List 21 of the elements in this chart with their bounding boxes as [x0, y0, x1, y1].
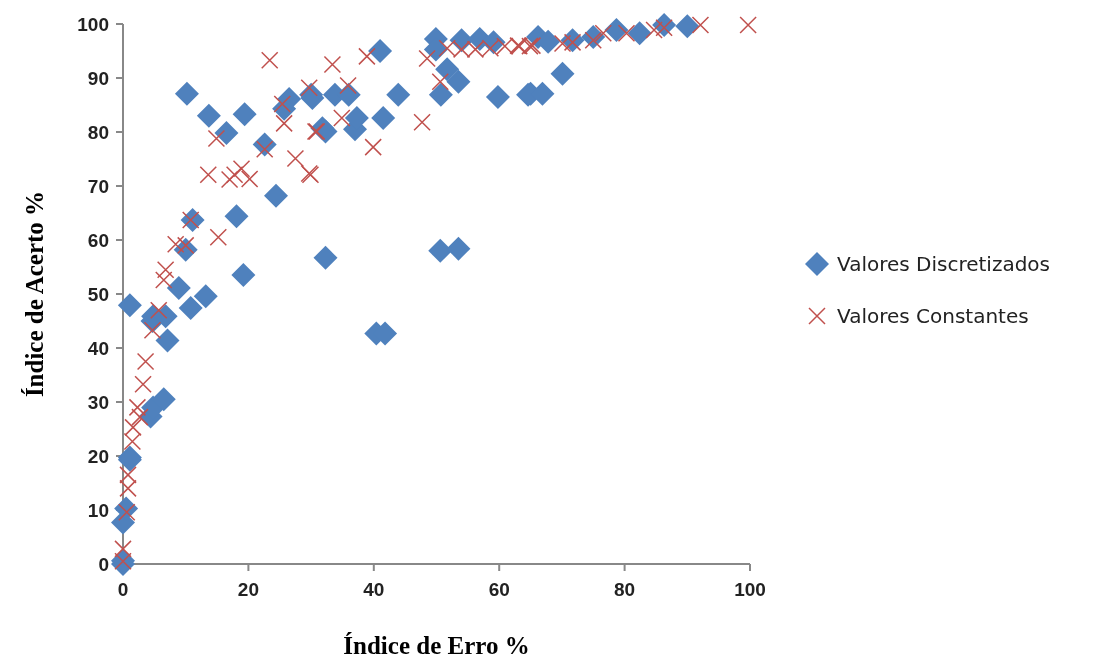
y-tick-label: 80	[87, 121, 109, 143]
x-tick-label: 60	[488, 579, 510, 600]
y-tick-label: 40	[87, 337, 109, 359]
y-tick-label: 60	[87, 229, 109, 251]
legend-label: Valores Constantes	[837, 304, 1029, 328]
y-tick-label: 90	[87, 67, 109, 89]
x-tick-label: 20	[237, 579, 259, 600]
x-tick-label: 0	[117, 579, 129, 600]
legend-label: Valores Discretizados	[837, 252, 1051, 276]
y-tick-label: 70	[87, 175, 109, 197]
x-tick-label: 40	[363, 579, 385, 600]
y-tick-label: 10	[87, 499, 109, 521]
y-tick-label: 0	[98, 553, 109, 575]
x-tick-label: 100	[734, 579, 766, 600]
y-tick-label: 20	[87, 445, 109, 467]
x-tick-label: 80	[614, 579, 636, 600]
y-axis-title: Índice de Acerto %	[21, 190, 48, 398]
y-tick-label: 50	[87, 283, 109, 305]
y-tick-label: 100	[77, 13, 109, 35]
x-axis-title: Índice de Erro %	[343, 632, 530, 659]
y-tick-label: 30	[87, 391, 109, 413]
